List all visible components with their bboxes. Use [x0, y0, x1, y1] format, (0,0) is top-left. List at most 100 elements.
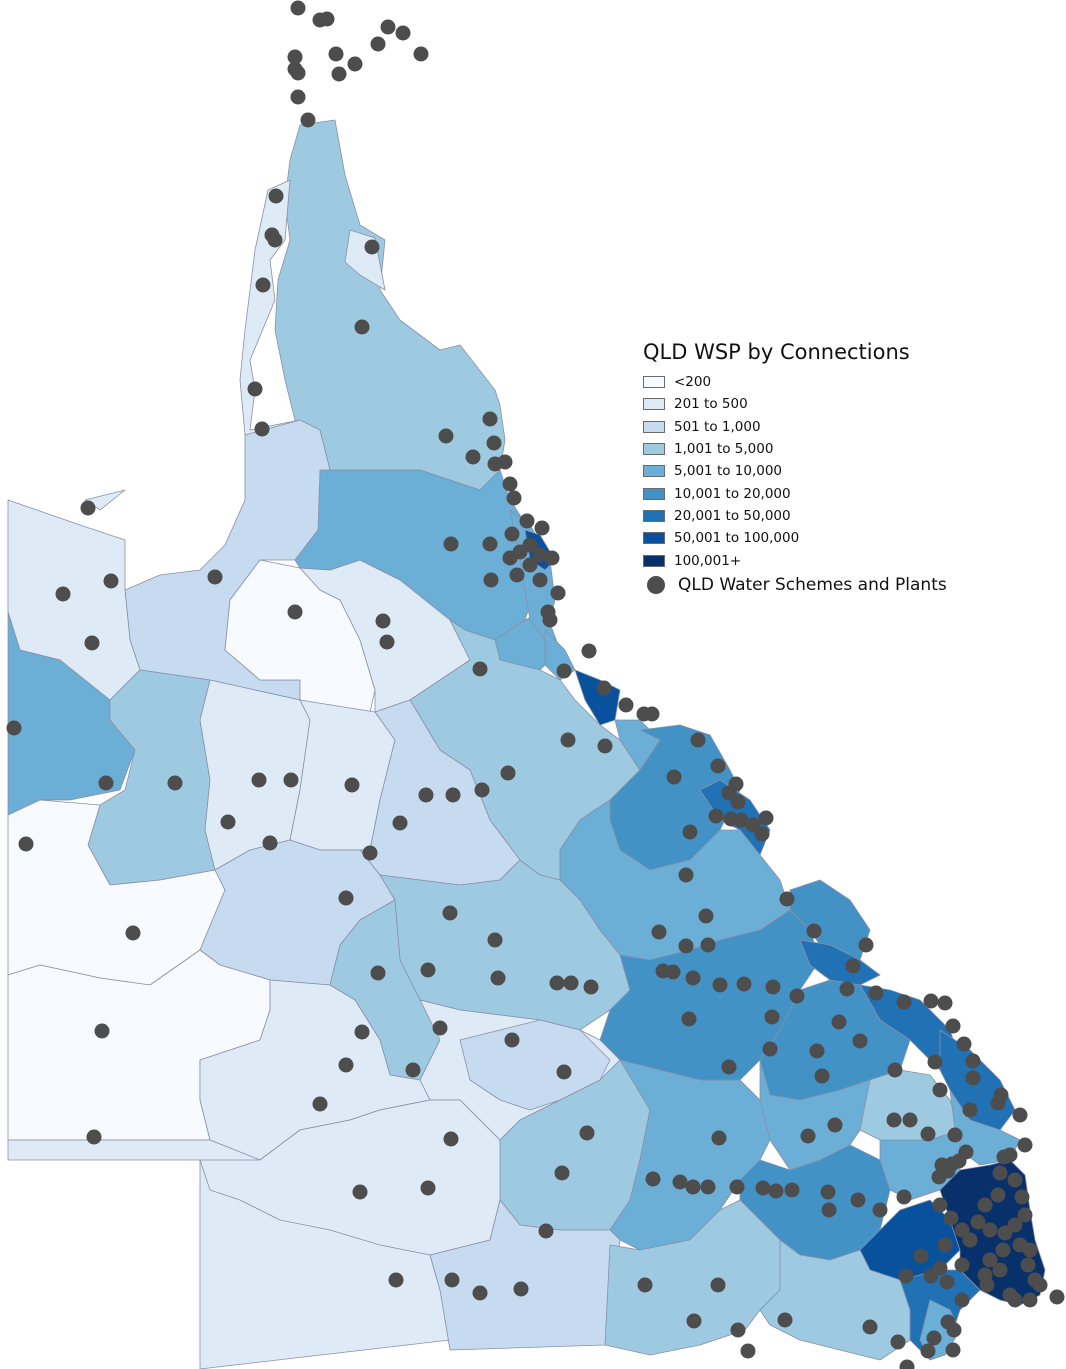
water-scheme-point [420, 962, 436, 978]
water-scheme-point [319, 11, 335, 27]
water-scheme-point [445, 787, 461, 803]
water-scheme-point [698, 908, 714, 924]
water-scheme-point [579, 1125, 595, 1141]
water-scheme-point [809, 1043, 825, 1059]
water-scheme-point [375, 613, 391, 629]
water-scheme-point [951, 1153, 967, 1169]
water-scheme-point [996, 1149, 1012, 1165]
water-scheme-point [18, 836, 34, 852]
water-scheme-point [444, 1272, 460, 1288]
water-scheme-point [982, 1252, 998, 1268]
legend-label: 501 to 1,000 [674, 418, 761, 435]
water-scheme-point [784, 1182, 800, 1198]
water-scheme-point [858, 937, 874, 953]
water-scheme-point [806, 923, 822, 939]
legend-row: 100,001+ [643, 549, 1063, 571]
water-scheme-point [954, 1222, 970, 1238]
water-scheme-point [887, 1062, 903, 1078]
water-scheme-point [852, 1033, 868, 1049]
water-scheme-point [733, 812, 749, 828]
water-scheme-point [740, 1343, 756, 1359]
water-scheme-point [700, 937, 716, 953]
water-scheme-point [678, 938, 694, 954]
water-scheme-point [868, 985, 884, 1001]
water-scheme-point [532, 572, 548, 588]
water-scheme-point [502, 476, 518, 492]
water-scheme-point [977, 1197, 993, 1213]
water-scheme-point [862, 1319, 878, 1335]
region-cape-west-strip [239, 179, 301, 441]
water-scheme-point [98, 775, 114, 791]
water-scheme-point [500, 765, 516, 781]
water-scheme-point [845, 958, 861, 974]
water-scheme-point [890, 1334, 906, 1350]
legend-dot-icon [647, 575, 665, 594]
water-scheme-point [581, 643, 597, 659]
water-scheme-point [287, 49, 303, 65]
water-scheme-point [765, 979, 781, 995]
water-scheme-point [712, 977, 728, 993]
water-scheme-point [443, 1131, 459, 1147]
water-scheme-point [992, 1262, 1008, 1278]
water-scheme-point [937, 995, 953, 1011]
legend-swatch [643, 509, 665, 522]
water-scheme-point [920, 1343, 936, 1359]
water-scheme-point [167, 775, 183, 791]
water-scheme-point [932, 1082, 948, 1098]
water-scheme-point [618, 697, 634, 713]
water-scheme-point [255, 277, 271, 293]
water-scheme-point [413, 46, 429, 62]
legend-swatch [643, 465, 665, 478]
water-scheme-point [681, 1011, 697, 1027]
water-scheme-point [979, 1277, 995, 1293]
water-scheme-point [287, 61, 303, 77]
water-scheme-point [685, 1179, 701, 1195]
water-scheme-point [814, 1068, 830, 1084]
water-scheme-point [482, 536, 498, 552]
legend-swatch [643, 554, 665, 567]
water-scheme-point [509, 567, 525, 583]
water-scheme-point [932, 1197, 948, 1213]
water-scheme-point [86, 1129, 102, 1145]
water-scheme-point [850, 1192, 866, 1208]
water-scheme-point [831, 1014, 847, 1030]
water-scheme-point [519, 513, 535, 529]
water-scheme-point [956, 1036, 972, 1052]
water-scheme-point [1007, 1292, 1023, 1308]
water-scheme-point [926, 1330, 942, 1346]
water-scheme-point [550, 585, 566, 601]
water-scheme-point [55, 586, 71, 602]
water-scheme-point [103, 573, 119, 589]
water-scheme-point [560, 732, 576, 748]
water-scheme-point [465, 449, 481, 465]
water-scheme-point [487, 932, 503, 948]
water-scheme-point [504, 1032, 520, 1048]
water-scheme-point [995, 1242, 1011, 1258]
water-scheme-point [946, 1322, 962, 1338]
water-scheme-point [970, 1214, 986, 1230]
legend-row: 5,001 to 10,000 [643, 460, 1063, 482]
water-scheme-point [965, 1053, 981, 1069]
legend-row-water-schemes: QLD Water Schemes and Plants [643, 572, 1063, 598]
water-scheme-point [898, 1268, 914, 1284]
water-scheme-point [554, 1165, 570, 1181]
water-scheme-point [486, 435, 502, 451]
legend-row: 1,001 to 5,000 [643, 438, 1063, 460]
water-scheme-point [84, 635, 100, 651]
legend-label: 20,001 to 50,000 [674, 507, 791, 524]
water-scheme-point [982, 1222, 998, 1238]
water-scheme-point [896, 1189, 912, 1205]
water-scheme-point [1049, 1289, 1065, 1305]
water-scheme-point [542, 612, 558, 628]
water-scheme-point [522, 557, 538, 573]
water-scheme-point [483, 572, 499, 588]
water-scheme-point [328, 46, 344, 62]
water-scheme-point [538, 1223, 554, 1239]
water-scheme-point [392, 815, 408, 831]
water-scheme-point [1017, 1137, 1033, 1153]
water-scheme-point [420, 1180, 436, 1196]
water-scheme-point [755, 1180, 771, 1196]
water-scheme-point [254, 421, 270, 437]
water-scheme-point [779, 891, 795, 907]
